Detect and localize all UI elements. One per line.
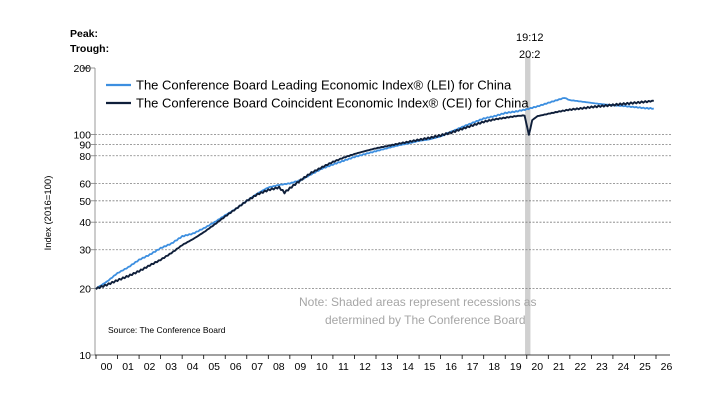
x-tick-label: 22 — [575, 361, 587, 373]
legend-label-lei: The Conference Board Leading Economic In… — [136, 78, 512, 93]
y-tick-label: 10 — [79, 350, 91, 362]
series-lines — [95, 97, 655, 291]
x-tick-label: 05 — [208, 361, 220, 373]
axes: 00 01 02 03 04 05 06 07 08 09 10 11 12 13 14 15 16 17 18 19… — [94, 68, 673, 373]
x-tick-label: 04 — [187, 361, 199, 373]
cei-series-line — [95, 99, 654, 291]
y-tick-label: 90 — [79, 139, 91, 151]
y-tick-label: 60 — [79, 178, 91, 190]
x-tick-label: 01 — [122, 361, 134, 373]
x-tick-label: 20 — [531, 361, 543, 373]
y-tick-label: 100 — [73, 129, 91, 141]
chart-text: Peak: Trough: Note: Shaded areas represe… — [43, 28, 536, 335]
x-tick-label: 25 — [639, 361, 651, 373]
x-tick-label: 23 — [596, 361, 608, 373]
x-tick-label: 10 — [316, 361, 328, 373]
recession-note-line-1: Note: Shaded areas represent recessions … — [299, 295, 536, 309]
x-tick-label: 24 — [618, 361, 630, 373]
recession-band — [525, 56, 531, 355]
x-tick-label: 00 — [101, 361, 113, 373]
x-tick-label: 13 — [381, 361, 393, 373]
recession-bands: 19:12 20:2 — [516, 32, 544, 355]
recession-trough-date: 20:2 — [519, 49, 540, 61]
x-tick-label: 03 — [165, 361, 177, 373]
x-tick-label: 17 — [467, 361, 479, 373]
trough-label: Trough: — [70, 43, 109, 55]
x-tick-label: 26 — [661, 361, 673, 373]
x-tick-label: 12 — [359, 361, 371, 373]
y-tick-label: 80 — [79, 151, 91, 163]
x-tick-label: 15 — [424, 361, 436, 373]
x-tick-label: 09 — [295, 361, 307, 373]
x-tick-label: 21 — [553, 361, 565, 373]
y-axis-title: Index (2016=100) — [43, 176, 54, 251]
recession-peak-date: 19:12 — [516, 32, 544, 44]
source-note: Source: The Conference Board — [108, 325, 226, 335]
x-tick-label: 16 — [445, 361, 457, 373]
recession-note-line-2: determined by The Conference Board — [325, 313, 526, 327]
x-tick-label: 08 — [273, 361, 285, 373]
peak-label: Peak: — [70, 28, 98, 40]
x-tick-label: 02 — [144, 361, 156, 373]
y-tick-label: 30 — [79, 245, 91, 257]
x-tick-label: 06 — [230, 361, 242, 373]
legend-label-cei: The Conference Board Coincident Economic… — [136, 96, 529, 111]
y-tick-label: 40 — [79, 217, 91, 229]
lei-series-line — [95, 97, 655, 290]
y-tick-label: 200 — [73, 63, 91, 75]
x-tick-label: 11 — [338, 361, 349, 373]
x-tick-label: 18 — [488, 361, 500, 373]
y-tick-label: 50 — [79, 196, 91, 208]
x-tick-label: 14 — [402, 361, 414, 373]
x-tick-label: 19 — [510, 361, 522, 373]
legend: The Conference Board Leading Economic In… — [106, 78, 529, 111]
y-tick-label: 20 — [79, 284, 91, 296]
x-tick-label: 07 — [251, 361, 263, 373]
